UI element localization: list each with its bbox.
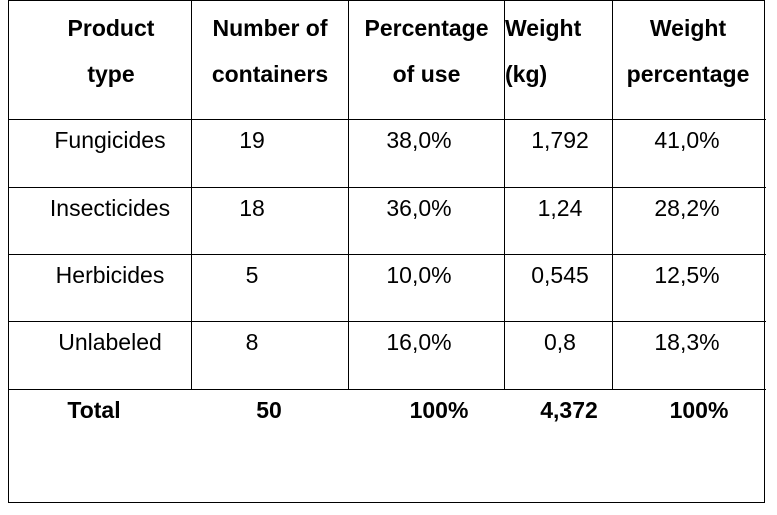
row-divider — [9, 119, 766, 120]
cell-weight: 0,545 — [531, 262, 589, 288]
cell-weight-percentage: 28,2% — [654, 195, 720, 221]
cell-weight-percentage: 18,3% — [654, 329, 720, 355]
total-label: Total — [67, 397, 121, 423]
cell-percentage: 36,0% — [386, 195, 452, 221]
header-line: of use — [392, 61, 461, 87]
cell-percentage: 10,0% — [386, 262, 452, 288]
column-divider — [504, 1, 505, 389]
header-weight-percentage: Weight percentage — [613, 5, 763, 97]
cell-weight: 0,8 — [544, 329, 576, 355]
header-line: Percentage — [364, 15, 489, 41]
row-divider — [9, 187, 766, 188]
header-percentage-of-use: Percentage of use — [349, 5, 504, 97]
cell-containers: 19 — [239, 127, 265, 153]
total-containers: 50 — [256, 397, 282, 423]
cell-product-type: Unlabeled — [58, 329, 162, 355]
cell-containers: 18 — [239, 195, 265, 221]
header-line: Number of — [212, 15, 328, 41]
cell-product-type: Fungicides — [54, 127, 166, 153]
header-line: containers — [211, 61, 329, 87]
header-line: (kg) — [505, 61, 548, 87]
column-divider — [191, 1, 192, 389]
header-number-of-containers: Number of containers — [192, 5, 348, 97]
header-line: Weight — [505, 15, 582, 41]
header-product-type: Product type — [55, 5, 167, 97]
column-divider — [348, 1, 349, 389]
total-percentage: 100% — [409, 397, 469, 423]
row-divider — [9, 321, 766, 322]
cell-percentage: 16,0% — [386, 329, 452, 355]
row-divider — [9, 389, 766, 390]
header-line: type — [87, 61, 135, 87]
cell-weight-percentage: 41,0% — [654, 127, 720, 153]
cell-containers: 5 — [245, 262, 259, 288]
header-line: Product — [67, 15, 155, 41]
cell-product-type: Herbicides — [55, 262, 165, 288]
cell-product-type: Insecticides — [49, 195, 171, 221]
cell-containers: 8 — [245, 329, 259, 355]
row-divider — [9, 254, 766, 255]
total-weight-percentage: 100% — [669, 397, 729, 423]
cell-weight-percentage: 12,5% — [654, 262, 720, 288]
header-line: Weight — [649, 15, 727, 41]
cell-weight: 1,792 — [531, 127, 589, 153]
total-weight: 4,372 — [540, 397, 598, 423]
header-weight-kg: Weight (kg) — [505, 5, 612, 97]
cell-percentage: 38,0% — [386, 127, 452, 153]
cell-weight: 1,24 — [537, 195, 583, 221]
data-table: Product type Number of containers Percen… — [8, 0, 766, 503]
column-divider — [612, 1, 613, 389]
header-line: percentage — [626, 61, 750, 87]
